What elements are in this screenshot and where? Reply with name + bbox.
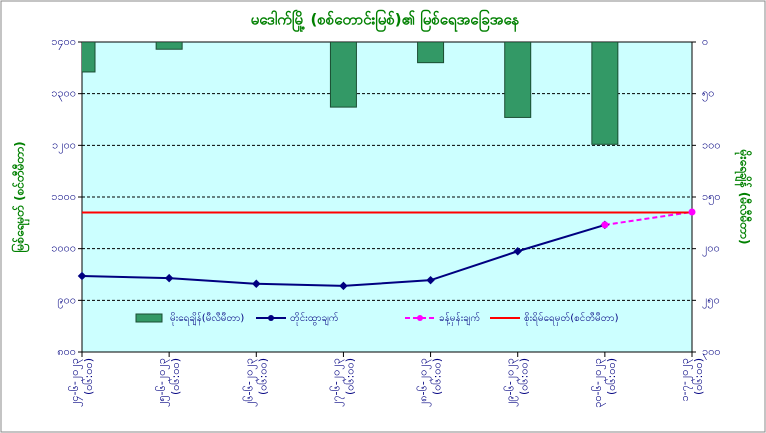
x-tick-time: (၀၆:၀၀) — [431, 358, 444, 395]
y-tick-label: ၁၃၀၀ — [51, 87, 76, 102]
x-tick-label: ၁-၇-၂၀၂၃(၀၆:၀၀) — [678, 358, 705, 402]
x-tick-date: ၂၇-၆-၂၀၂၃ — [329, 358, 344, 407]
line-marker — [77, 271, 87, 281]
rain-bar — [591, 42, 619, 145]
x-tick-date: ၂၈-၆-၂၀၂၃ — [417, 358, 432, 407]
y2-axis-label: မိုးရေချိန် (မီလီမီတာ) — [734, 149, 754, 245]
y-tick-label: ၉၀၀ — [57, 293, 76, 308]
x-tick-label: ၂၆-၆-၂၀၂၃(၀၆:၀၀) — [242, 358, 269, 407]
y-tick-label: ၁၄၀၀ — [51, 35, 76, 50]
x-tick-label: ၂၇-၆-၂၀၂၃(၀၆:၀၀) — [329, 358, 356, 407]
rain-bar — [504, 42, 532, 118]
y2-tick-label: ၅၀ — [702, 87, 714, 102]
y-axis-label: မြစ်ရေမှတ် (စင်တီမီတာ) — [10, 141, 31, 252]
line-marker — [601, 221, 609, 229]
x-tick-date: ၃၀-၆-၂၀၂၃ — [591, 358, 606, 408]
x-tick-time: (၀၆:၀၀) — [256, 358, 269, 395]
x-tick-time: (၀၆:၀၀) — [169, 358, 182, 395]
x-tick-date: ၁-၇-၂၀၂၃ — [678, 358, 693, 402]
y2-tick-label: ၃၀၀ — [702, 345, 721, 360]
x-tick-label: ၂၅-၆-၂၀၂၃(၀၆:၀၀) — [155, 358, 182, 407]
y2-tick-label: ၂၅၀ — [702, 293, 720, 308]
x-tick-time: (၀၆:၀၀) — [82, 358, 95, 395]
x-tick-date: ၂၅-၆-၂၀၂၃ — [155, 358, 170, 407]
y-tick-label: ၁၂၀၀ — [52, 138, 76, 153]
x-tick-time: (၀၆:၀၀) — [605, 358, 618, 395]
y-tick-label: ၈၀၀ — [57, 345, 76, 358]
rain-bar — [417, 42, 445, 64]
x-tick-label: ၂၉-၆-၂၀၂၃(၀၆:၀၀) — [504, 358, 531, 407]
x-tick-label: ၃၀-၆-၂၀၂၃(၀၆:၀၀) — [591, 358, 618, 408]
legend-marker — [417, 315, 423, 321]
x-tick-label: ၂၈-၆-၂၀၂၃(၀၆:၀၀) — [417, 358, 444, 407]
legend-label: စိုးရိမ်ရေမှတ်(စင်တီမီတာ) — [524, 311, 619, 326]
x-tick-time: (၀၆:၀၀) — [343, 358, 356, 395]
rain-bar — [82, 42, 96, 73]
line-marker — [426, 275, 435, 285]
y-tick-label: ၁၁၀၀ — [51, 190, 76, 203]
rain-bar — [155, 42, 183, 50]
legend-label: တိုင်းထွာချက် — [290, 311, 339, 326]
x-tick-label: ၂၄-၆-၂၀၂၃(၀၆:၀၀) — [68, 358, 95, 407]
y2-tick-label: ၂၀၀ — [702, 242, 720, 257]
legend-marker — [268, 315, 274, 321]
line-marker — [688, 208, 696, 216]
y-tick-label: ၁၀၀၀ — [51, 242, 76, 255]
legend-swatch — [135, 313, 163, 323]
legend-label: ခန့်မှန်းချက် — [439, 311, 480, 326]
x-tick-date: ၂၆-၆-၂၀၂၃ — [242, 358, 257, 407]
line-marker — [164, 273, 174, 283]
x-tick-date: ၂၄-၆-၂၀၂၃ — [68, 358, 83, 407]
series-line — [604, 210, 692, 226]
legend-label: မိုးရေချိန်(မီလီမီတာ) — [170, 311, 244, 326]
y2-tick-label: ၁၀၀ — [702, 138, 721, 151]
rain-bar — [329, 42, 357, 108]
x-tick-time: (၀၆:၀၀) — [518, 358, 531, 395]
x-tick-time: (၀၆:၀၀) — [692, 358, 705, 395]
y2-tick-label: ၀ — [702, 35, 708, 48]
x-tick-date: ၂၉-၆-၂၀၂၃ — [504, 358, 519, 407]
line-marker — [339, 281, 348, 291]
y2-tick-label: ၁၅၀ — [702, 190, 721, 205]
